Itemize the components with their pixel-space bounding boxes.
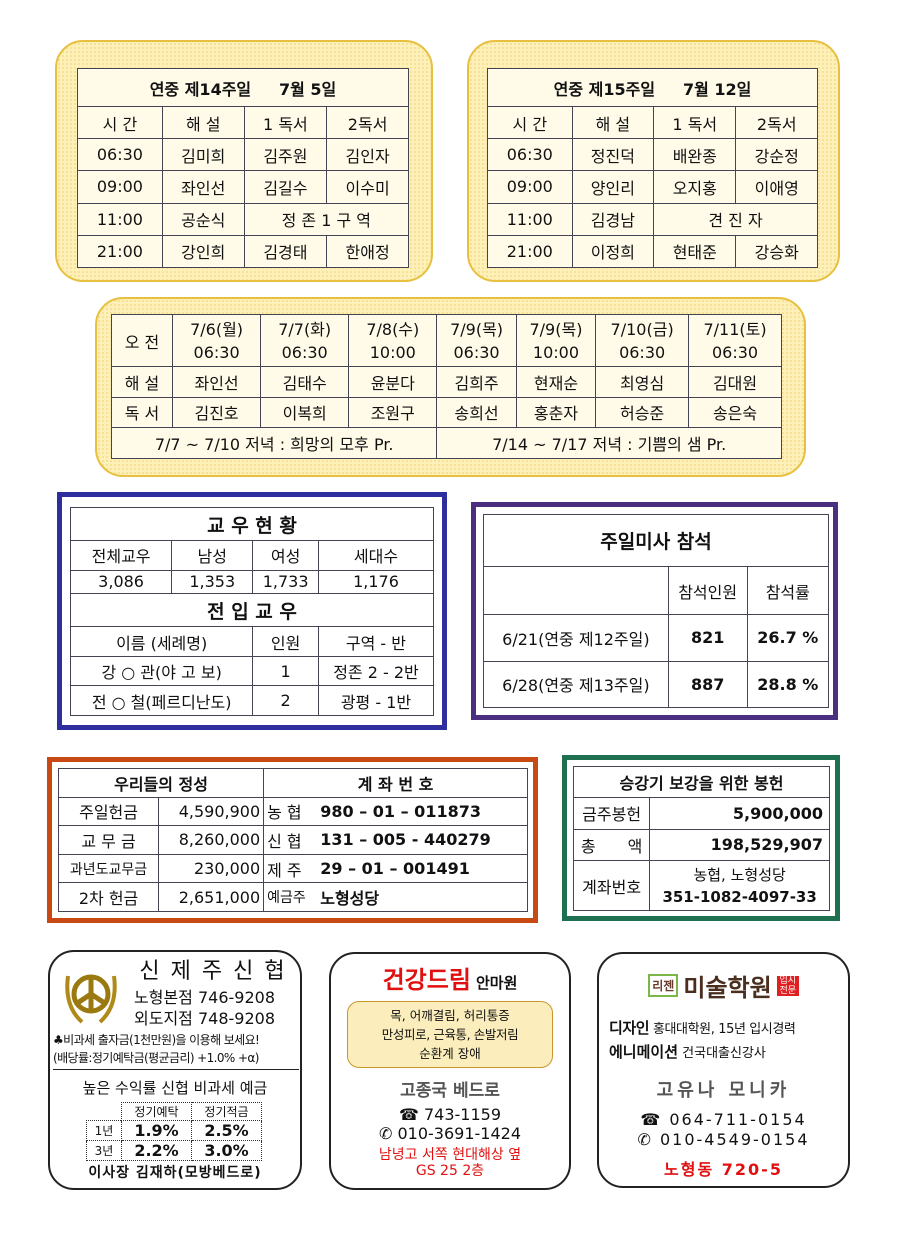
table-row: 2차 헌금 2,651,000 예금주 노형성당: [57, 882, 529, 912]
evening-note: 7/7 ~ 7/10 저녁 : 희망의 모후 Pr.: [110, 427, 438, 459]
week14-date: 7월 5일: [279, 79, 337, 99]
table-row: 6/28(연중 제13주일) 887 28.8 %: [483, 660, 830, 708]
massage-ad: 건강드림 안마원 목, 어깨결림, 허리통증 만성피로, 근육통, 손발저림 순환계…: [329, 952, 571, 1190]
header: 1 독서: [653, 105, 737, 140]
evening-note: 7/14 ~ 7/17 저녁 : 기쁨의 샘 Pr.: [436, 427, 782, 459]
parish-table: 교 우 현 황 전체교우 남성 여성 세대수 3,086 1,353 1,733 1,176…: [69, 506, 435, 716]
fund-table: 승강기 보강을 위한 봉헌 금주봉헌 5,900,000 총 액 198,529,9…: [572, 765, 830, 911]
weekday-date: 7/8(수) 10:00: [348, 314, 438, 367]
weekday-date: 7/7(화) 06:30: [260, 314, 350, 367]
table-row: 교 무 금 8,260,000 신 협 131 – 005 - 440279: [57, 825, 529, 855]
weekday-reading: 조원구: [348, 396, 438, 429]
table-row: 21:00 이정희 현태준 강승화: [487, 234, 818, 269]
weekday-date: 7/9(목) 10:00: [515, 314, 597, 367]
new-members-title: 전 입 교 우: [70, 593, 434, 628]
header: 시 간: [77, 105, 163, 140]
table-row: 11:00 공순식 정 존 1 구 역: [77, 202, 410, 236]
header: 2독서: [326, 105, 409, 140]
credit-union-name: 신 제 주 신 협: [139, 959, 287, 984]
weekday-commentary: 현재순: [515, 366, 597, 398]
credit-union-logo-icon: [65, 974, 117, 1024]
offering-panel: 우리들의 정성 계 좌 번 호 주일헌금 4,590,900 농 협 980 – 01 …: [47, 757, 538, 923]
weekday-commentary: 좌인선: [172, 366, 262, 398]
weekday-reading: 송희선: [436, 396, 517, 429]
table-row: 강 ○ 관(야 고 보) 1 정존 2 - 2반: [69, 655, 435, 687]
academy-logo: 리젠: [648, 974, 679, 997]
elevator-fund-panel: 승강기 보강을 위한 봉헌 금주봉헌 5,900,000 총 액 198,529,9…: [562, 755, 840, 921]
table-row: 21:00 강인희 김경태 한애정: [77, 234, 409, 269]
weekday-date: 7/10(금) 06:30: [595, 314, 690, 367]
credit-union-ad: 신 제 주 신 협 노형본점 746-9208 외도지점 748-9208 ♣비…: [48, 950, 302, 1190]
art-academy-ad: 리젠 미술학원 입시전문 디자인 홍대대학원, 15년 입시경력 에니메이션 건…: [597, 952, 850, 1188]
table-row: 11:00 김경남 견 진 자: [487, 202, 818, 236]
table-row: 09:00 양인리 오지홍 이애영: [487, 170, 818, 204]
header: 시 간: [487, 105, 573, 140]
header: 해 설: [161, 105, 245, 140]
attendance-title: 주일미사 참석: [483, 514, 829, 567]
weekday-commentary: 김태수: [260, 366, 350, 398]
header: 2독서: [735, 105, 818, 140]
parish-title: 교 우 현 황: [70, 506, 434, 542]
weekday-commentary: 김희주: [436, 366, 517, 398]
header: 해 설: [571, 105, 655, 140]
week15-date: 7월 12일: [682, 79, 752, 99]
week14-title: 연중 제14주일: [149, 79, 252, 99]
weekday-date: 7/11(토) 06:30: [688, 314, 782, 367]
weekday-reading: 김진호: [172, 396, 262, 429]
table-row: 06:30 정진덕 배완종 강순정: [487, 138, 818, 172]
attendance-panel: 주일미사 참석 참석인원 참석률 6/21(연중 제12주일) 821 26.7 % …: [471, 502, 838, 720]
weekday-date: 7/9(목) 06:30: [436, 314, 517, 367]
weekday-reading: 허승준: [595, 396, 690, 429]
weekday-commentary: 최영심: [595, 366, 690, 398]
offering-table: 우리들의 정성 계 좌 번 호 주일헌금 4,590,900 농 협 980 – 01 …: [57, 768, 529, 912]
table-row: 6/21(연중 제12주일) 821 26.7 %: [483, 614, 830, 662]
weekday-reading: 이복희: [260, 396, 350, 429]
attendance-table: 주일미사 참석 참석인원 참석률 6/21(연중 제12주일) 821 26.7 % …: [483, 514, 830, 708]
table-row: 과년도교무금 230,000 제 주 29 – 01 – 001491: [57, 853, 529, 884]
rates-table: 정기예탁 정기적금 1년 1.9% 2.5% 3년 2.2% 3.0%: [86, 1102, 262, 1161]
weekday-panel: 오 전 7/6(월) 06:30 7/7(화) 06:30 7/8(수) 10:00 7/9(…: [95, 297, 806, 477]
parish-panel: 교 우 현 황 전체교우 남성 여성 세대수 3,086 1,353 1,733 1,176…: [57, 492, 447, 730]
weekday-reading: 홍춘자: [515, 396, 597, 429]
weekday-commentary: 김대원: [688, 366, 782, 398]
table-row: 06:30 김미희 김주원 김인자: [77, 138, 409, 172]
weekday-date: 7/6(월) 06:30: [172, 314, 262, 367]
weekday-commentary: 윤분다: [348, 366, 438, 398]
table-row: 전 ○ 철(페르디난도) 2 광평 - 1반: [69, 685, 435, 716]
header: 1 독서: [243, 105, 328, 140]
week15-title: 연중 제15주일: [553, 79, 656, 99]
table-row: 주일헌금 4,590,900 농 협 980 – 01 – 011873: [57, 796, 529, 827]
table-row: 09:00 좌인선 김길수 이수미: [77, 170, 409, 204]
weekday-table: 오 전 7/6(월) 06:30 7/7(화) 06:30 7/8(수) 10:00 7/9(…: [110, 314, 782, 459]
weekday-reading: 송은숙: [688, 396, 782, 429]
